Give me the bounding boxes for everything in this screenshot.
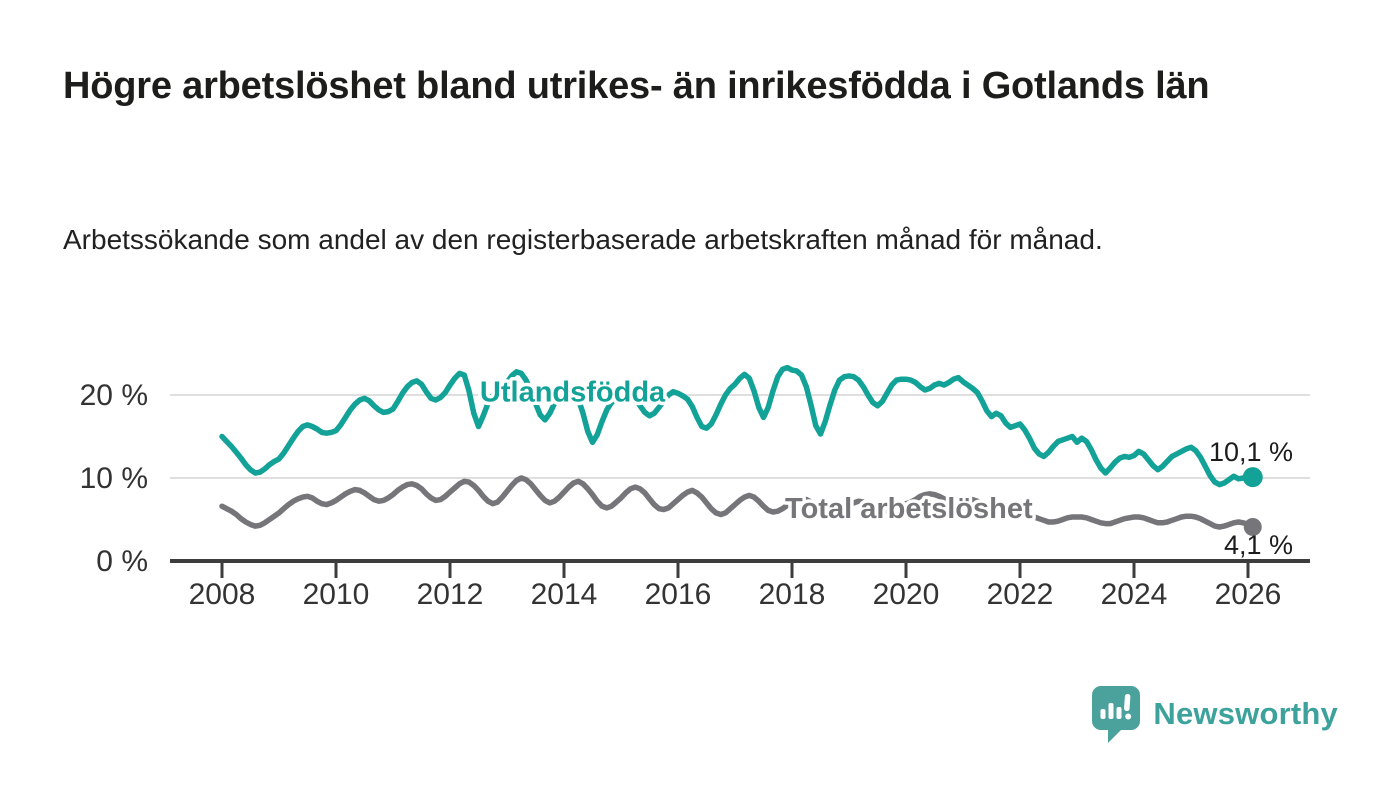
x-tick-label-2010: 2010	[303, 578, 370, 611]
bar-3	[1116, 707, 1122, 719]
y-tick-label-10: 10 %	[80, 462, 148, 495]
end-value-label: 4,1 %	[1224, 530, 1293, 560]
chart-headline: Högre arbetslöshet bland utrikes- än inr…	[63, 65, 1210, 107]
exclamation-bar	[1124, 694, 1131, 712]
x-tick-label-2022: 2022	[987, 578, 1054, 611]
brand-footer: Newsworthy	[1091, 684, 1338, 744]
exclamation-dot	[1125, 713, 1132, 720]
newsworthy-logo-icon	[1092, 686, 1141, 743]
total-line	[219, 475, 1256, 530]
bar-1	[1100, 709, 1106, 719]
brand-name: Newsworthy	[1153, 696, 1338, 731]
x-tick-label-2020: 2020	[873, 578, 940, 611]
series-label: Utlandsfödda	[480, 377, 666, 409]
bar-2	[1108, 703, 1114, 719]
x-tick-label-2016: 2016	[645, 578, 712, 611]
x-tick-label-2024: 2024	[1101, 578, 1168, 611]
end-dot	[1243, 517, 1262, 536]
x-tick-label-2018: 2018	[759, 578, 826, 611]
chart-subtitle: Arbetssökande som andel av den registerb…	[63, 224, 1103, 255]
x-tick-label-2026: 2026	[1215, 578, 1282, 611]
end-value-label: 10,1 %	[1209, 437, 1293, 467]
end-dot	[1242, 467, 1263, 488]
y-tick-label-0: 0 %	[96, 545, 148, 578]
x-tick-label-2014: 2014	[531, 578, 598, 611]
utlandsfodda-line	[219, 364, 1256, 488]
speech-bubble-shape	[1092, 686, 1141, 743]
y-tick-label-20: 20 %	[80, 379, 148, 412]
series-label: Total arbetslöshet	[785, 493, 1033, 525]
x-tick-label-2008: 2008	[189, 578, 256, 611]
x-tick-label-2012: 2012	[417, 578, 484, 611]
